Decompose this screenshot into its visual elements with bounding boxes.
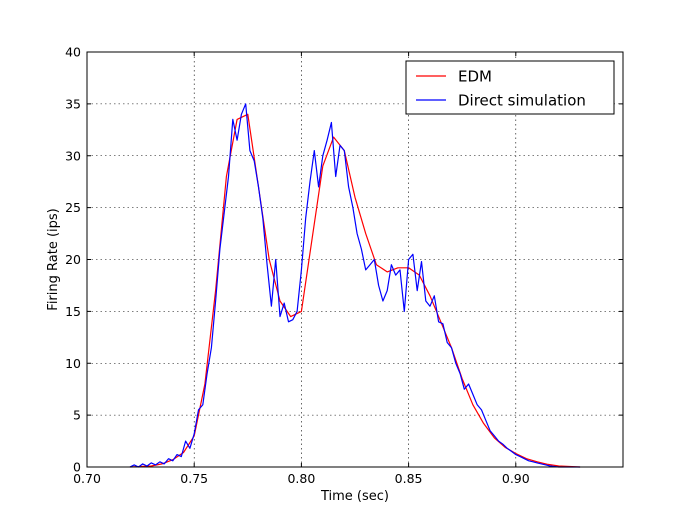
x-axis-label: Time (sec): [320, 489, 389, 504]
y-tick-label: 35: [65, 96, 81, 111]
legend-box: [405, 60, 615, 115]
ticks: [86, 51, 623, 468]
x-tick-label: 0.75: [180, 471, 208, 486]
y-axis-label: Firing Rate (ips): [46, 208, 61, 310]
y-tick-label: 10: [65, 356, 81, 371]
x-tick-label: 0.85: [395, 471, 423, 486]
y-tick-label: 25: [65, 200, 81, 215]
legend: EDM Direct simulation: [405, 60, 615, 115]
y-tick-label: 20: [65, 252, 81, 267]
x-tick-label: 0.70: [73, 471, 101, 486]
tick-labels: 0.70 0.75 0.80 0.85 0.90 0 5 10 15 20 25 30 35 40: [65, 45, 530, 487]
x-tick-label: 0.90: [502, 471, 530, 486]
legend-label-direct-simulation: Direct simulation: [458, 92, 586, 110]
y-tick-label: 15: [65, 304, 81, 319]
y-tick-label: 40: [65, 45, 81, 60]
y-tick-label: 30: [65, 148, 81, 163]
y-tick-label: 0: [73, 460, 81, 475]
legend-label-edm: EDM: [458, 68, 492, 86]
x-tick-label: 0.80: [287, 471, 315, 486]
series-line-direct-simulation: [129, 103, 581, 468]
y-tick-label: 5: [73, 408, 81, 423]
plot-lines: [129, 103, 581, 468]
